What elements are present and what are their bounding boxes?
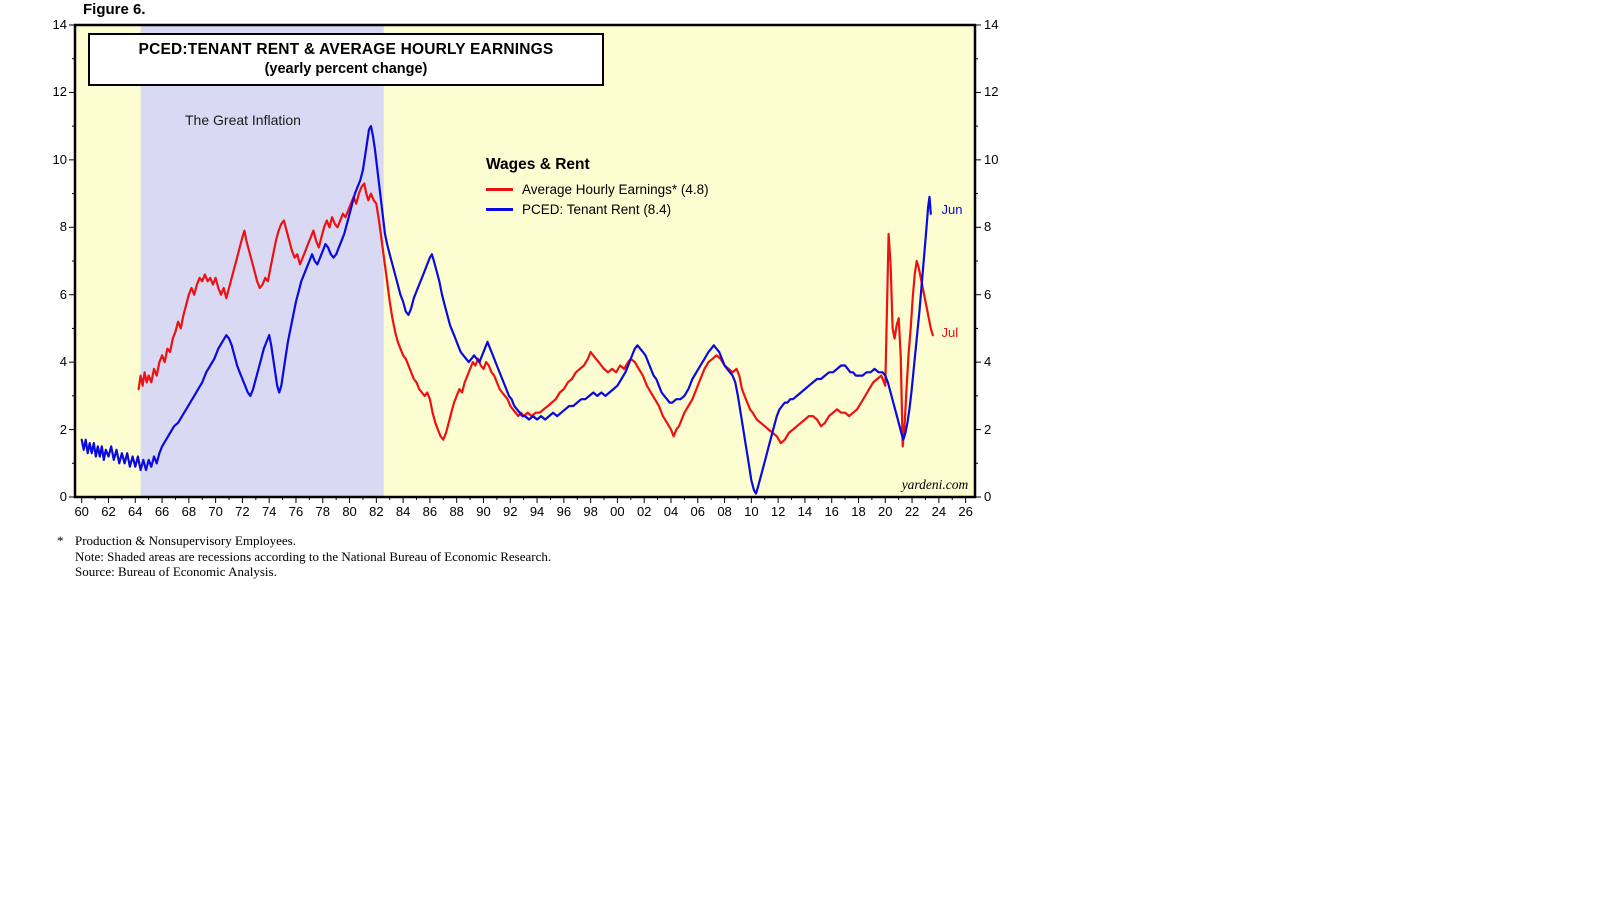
x-axis-tick-label: 96 [556, 504, 572, 519]
legend-entry: Average Hourly Earnings* (4.8) [486, 179, 709, 199]
tenant-rent-line [80, 124, 932, 495]
x-axis-tick-label: 92 [503, 504, 518, 519]
x-axis-tick-label: 70 [208, 504, 223, 519]
y-axis-tick-label-right: 14 [984, 17, 999, 32]
shaded-region [140, 25, 384, 497]
figure-label: Figure 6. [83, 1, 146, 18]
y-axis-tick-label-left: 4 [59, 354, 67, 370]
footnotes: * Production & Nonsupervisory Employees.… [57, 533, 551, 580]
plot-border [73, 23, 977, 499]
y-axis-tick-label-right: 2 [984, 421, 992, 437]
legend-entry-label: Average Hourly Earnings* (4.8) [522, 181, 709, 197]
y-axis-tick-label-left: 8 [59, 219, 67, 235]
footnote-line-1: * Production & Nonsupervisory Employees. [57, 533, 551, 549]
chart-title: PCED:TENANT RENT & AVERAGE HOURLY EARNIN… [138, 41, 554, 58]
y-axis-tick-label-left: 0 [59, 489, 67, 504]
footnote-text-1: Production & Nonsupervisory Employees. [75, 533, 296, 548]
x-axis-tick-label: 68 [181, 504, 197, 519]
y-axis-tick-label-left: 12 [52, 84, 67, 100]
x-axis-tick-label: 60 [74, 504, 89, 519]
x-axis-tick-label: 14 [797, 504, 813, 519]
x-axis-tick-label: 12 [770, 504, 786, 519]
x-axis-tick-label: 72 [235, 504, 250, 519]
y-axis-tick-label-right: 4 [984, 354, 992, 370]
latest-value-label-jul: Jul [941, 325, 959, 341]
x-axis-tick-label: 86 [422, 504, 438, 519]
x-axis-tick-label: 78 [315, 504, 330, 519]
x-axis-tick-label: 84 [395, 504, 411, 519]
great-inflation-label: The Great Inflation [185, 112, 301, 128]
x-axis-tick-label: 26 [958, 504, 973, 519]
x-axis-tick-label: 88 [449, 504, 464, 519]
x-axis-tick-label: 02 [636, 504, 652, 519]
y-axis-tick-label-right: 12 [984, 84, 999, 100]
y-axis-tick-label-left: 2 [59, 421, 67, 437]
chart-plot [69, 23, 981, 503]
x-axis-tick-label: 06 [690, 504, 705, 519]
legend-swatch-blue [486, 207, 513, 211]
x-axis-tick-label: 22 [904, 504, 920, 519]
y-axis-tick-label-right: 6 [984, 286, 992, 302]
legend-title: Wages & Rent [486, 156, 590, 173]
y-axis-tick-label-right: 8 [984, 219, 992, 235]
x-axis-tick-label: 66 [154, 504, 170, 519]
latest-value-label-jun: Jun [941, 202, 963, 218]
x-axis-tick-label: 74 [261, 504, 277, 519]
legend: Wages & Rent Average Hourly Earnings* (4… [486, 156, 709, 219]
footnote-line-3: Source: Bureau of Economic Analysis. [75, 564, 277, 579]
x-axis-tick-label: 04 [663, 504, 679, 519]
x-axis-tick-label: 64 [128, 504, 143, 519]
chart-title-box: PCED:TENANT RENT & AVERAGE HOURLY EARNIN… [88, 33, 604, 86]
legend-swatch-red [486, 187, 513, 191]
x-axis-tick-label: 76 [288, 504, 304, 519]
average-hourly-earnings-line [137, 182, 934, 448]
chart-area: PCED:TENANT RENT & AVERAGE HOURLY EARNIN… [0, 0, 1040, 600]
y-axis-tick-label-right: 0 [984, 489, 992, 504]
x-axis-tick-label: 08 [717, 504, 732, 519]
x-axis-tick-label: 24 [931, 504, 947, 519]
yardeni-watermark: yardeni.com [901, 477, 969, 493]
x-axis-tick-label: 20 [878, 504, 893, 519]
x-axis-tick-label: 98 [583, 504, 598, 519]
footnote-asterisk: * [57, 533, 64, 548]
legend-entry: PCED: Tenant Rent (8.4) [486, 199, 709, 219]
y-axis-tick-label-right: 10 [984, 151, 999, 167]
x-axis-tick-label: 62 [101, 504, 116, 519]
y-axis-tick-label-left: 6 [59, 286, 67, 302]
x-axis-tick-label: 82 [369, 504, 384, 519]
x-axis-tick-label: 16 [824, 504, 839, 519]
x-axis-tick-label: 94 [529, 504, 545, 519]
x-axis-tick-label: 80 [342, 504, 357, 519]
x-axis-tick-label: 10 [744, 504, 759, 519]
x-axis-tick-label: 00 [610, 504, 625, 519]
x-axis-tick-label: 18 [851, 504, 866, 519]
chart-subtitle: (yearly percent change) [264, 61, 428, 77]
legend-entries: Average Hourly Earnings* (4.8) PCED: Tena… [486, 179, 709, 219]
x-axis-tick-label: 90 [476, 504, 491, 519]
legend-entry-label: PCED: Tenant Rent (8.4) [522, 201, 672, 217]
footnote-line-2: Note: Shaded areas are recessions accord… [75, 548, 552, 564]
y-axis-tick-label-left: 10 [52, 151, 67, 167]
y-axis-tick-label-left: 14 [52, 17, 67, 32]
